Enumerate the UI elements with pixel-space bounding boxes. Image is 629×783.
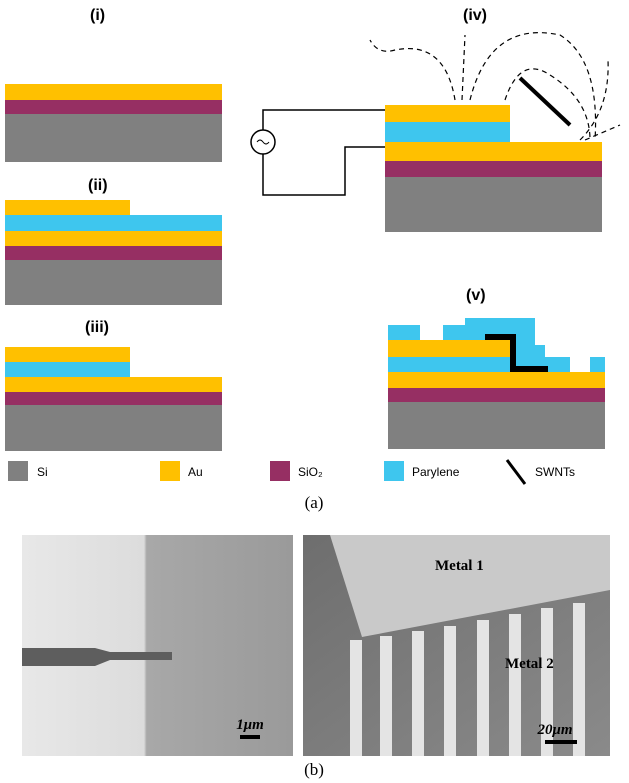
si-layer <box>385 177 602 232</box>
step-label: (i) <box>90 7 105 24</box>
figure: (i) (ii) (iii) (iv) (v) Si Au SiO₂ Pary <box>0 0 629 783</box>
metal-label: Metal 1 <box>435 558 484 574</box>
sio2-layer <box>5 100 222 114</box>
au-layer <box>388 340 510 357</box>
si-layer <box>5 405 222 451</box>
parylene-layer <box>5 362 130 377</box>
sem-right: Metal 1 Metal 2 20μm <box>303 535 610 756</box>
legend-swatch <box>160 461 180 481</box>
sio2-layer <box>385 161 602 177</box>
parylene-layer <box>5 215 222 231</box>
swnt <box>520 78 570 125</box>
step-v: (v) <box>388 287 605 449</box>
sio2-layer <box>5 392 222 405</box>
legend-label: SiO₂ <box>298 465 323 479</box>
au-layer <box>5 347 130 362</box>
step-i: (i) <box>5 7 222 162</box>
step-label: (v) <box>466 287 486 304</box>
legend-label: Au <box>188 465 203 479</box>
au-layer <box>5 200 130 215</box>
si-layer <box>388 402 605 449</box>
caption: (b) <box>304 760 324 779</box>
legend-label: SWNTs <box>535 465 575 479</box>
si-layer <box>5 260 222 305</box>
legend-swatch <box>384 461 404 481</box>
scale-bar <box>240 735 260 739</box>
metal-label: Metal 2 <box>505 656 554 672</box>
sio2-layer <box>388 388 605 402</box>
legend-swatch <box>8 461 28 481</box>
caption: (a) <box>305 493 324 512</box>
sio2-layer <box>5 246 222 260</box>
legend-swatch <box>507 460 525 484</box>
parylene-layer <box>590 357 605 372</box>
step-iii: (iii) <box>5 319 222 451</box>
legend-label: Parylene <box>412 465 460 479</box>
parylene-layer <box>385 122 510 142</box>
scale-label: 1μm <box>236 717 264 733</box>
au-layer <box>5 84 222 100</box>
sem-left: 1μm <box>22 535 293 756</box>
legend-label: Si <box>37 465 48 479</box>
step-label: (iv) <box>463 7 487 24</box>
circuit-wire <box>263 110 385 195</box>
step-ii: (ii) <box>5 177 222 305</box>
legend: Si Au SiO₂ Parylene SWNTs <box>8 460 575 484</box>
step-label: (ii) <box>88 177 108 194</box>
au-layer <box>5 231 222 246</box>
scale-label: 20μm <box>536 722 572 738</box>
scale-bar <box>545 740 577 744</box>
au-layer <box>385 105 510 122</box>
si-layer <box>5 114 222 162</box>
step-label: (iii) <box>85 319 109 336</box>
legend-swatch <box>270 461 290 481</box>
step-iv: (iv) <box>251 7 620 232</box>
au-layer <box>385 142 602 161</box>
au-layer <box>5 377 222 392</box>
au-layer <box>388 372 605 388</box>
